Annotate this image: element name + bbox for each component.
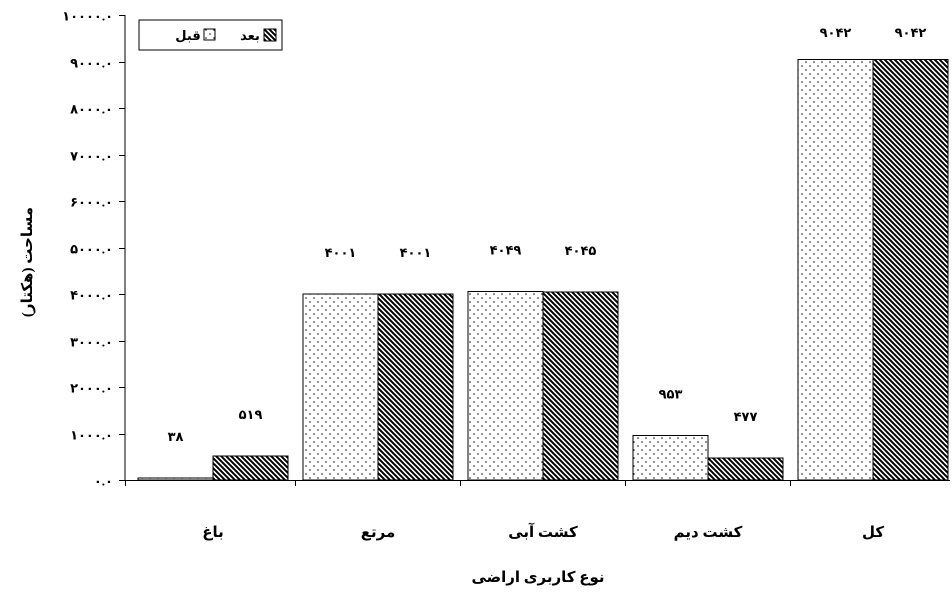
bar-after <box>212 455 289 481</box>
y-tick-label: ۱۰۰۰.۰ <box>70 428 113 443</box>
bar-before <box>137 477 214 481</box>
x-category-label: کشت آبی <box>508 523 578 541</box>
bar-before <box>632 435 709 481</box>
data-label-after: ۴۰۰۱ <box>400 245 432 260</box>
x-category-label: باغ <box>202 525 224 541</box>
y-tick-label: ۸۰۰۰.۰ <box>70 102 113 117</box>
y-tick-label: ۴۰۰۰.۰ <box>70 288 113 303</box>
bar-after <box>707 457 784 481</box>
plot-area: ۳۸ ۵۱۹ باغ ۴۰۰۱ ۴۰۰۱ مرتع ۴۰۴۹ ۴۰۴۵ کشت آبی ۹۵۳ ۴۷… <box>62 9 950 541</box>
data-label-before: ۴۰۰۱ <box>325 245 357 260</box>
y-tick-label: ۲۰۰۰.۰ <box>70 381 113 396</box>
legend: قبل بعد <box>138 19 283 51</box>
bar-after <box>872 59 949 481</box>
y-axis-title: مساحت (هکتار) <box>20 207 36 317</box>
data-label-after: ۴۷۷ <box>734 409 758 424</box>
category-group: ۴۰۰۱ ۴۰۰۱ مرتع <box>302 245 454 541</box>
data-label-after: ۹۰۴۲ <box>895 25 927 40</box>
data-label-after: ۵۱۹ <box>239 407 263 422</box>
bar-before <box>302 293 379 481</box>
bar-before <box>467 291 544 481</box>
y-tick-label: ۵۰۰۰.۰ <box>70 242 113 257</box>
x-category-label: مرتع <box>361 525 396 541</box>
legend-label-before: قبل <box>175 28 200 43</box>
bar-after <box>377 293 454 481</box>
y-tick-label: ۰.۰ <box>94 474 113 489</box>
bar-before <box>797 59 874 481</box>
y-tick-label: ۱۰۰۰۰.۰ <box>62 9 113 24</box>
legend-swatch-after <box>263 28 277 42</box>
data-label-before: ۹۰۴۲ <box>820 25 852 40</box>
data-label-after: ۴۰۴۵ <box>565 243 597 258</box>
category-group: ۳۸ ۵۱۹ باغ <box>137 407 289 541</box>
bar-after <box>542 291 619 481</box>
y-tick-label: ۷۰۰۰.۰ <box>70 149 113 164</box>
data-label-before: ۹۵۳ <box>659 387 683 402</box>
legend-label-after: بعد <box>240 28 260 43</box>
category-group: ۹۵۳ ۴۷۷ کشت دیم <box>632 387 784 541</box>
y-tick-label: ۹۰۰۰.۰ <box>70 56 113 71</box>
data-label-before: ۳۸ <box>168 429 184 444</box>
y-tick-label: ۳۰۰۰.۰ <box>70 335 113 350</box>
category-group: ۹۰۴۲ ۹۰۴۲ کل <box>797 25 949 541</box>
data-label-before: ۴۰۴۹ <box>490 243 522 258</box>
x-axis-title: نوع کاربری اراضی <box>471 570 604 586</box>
x-category-label: کشت دیم <box>674 525 743 541</box>
legend-swatch-before <box>203 28 216 41</box>
x-category-label: کل <box>862 525 884 541</box>
y-tick-label: ۶۰۰۰.۰ <box>70 195 113 210</box>
